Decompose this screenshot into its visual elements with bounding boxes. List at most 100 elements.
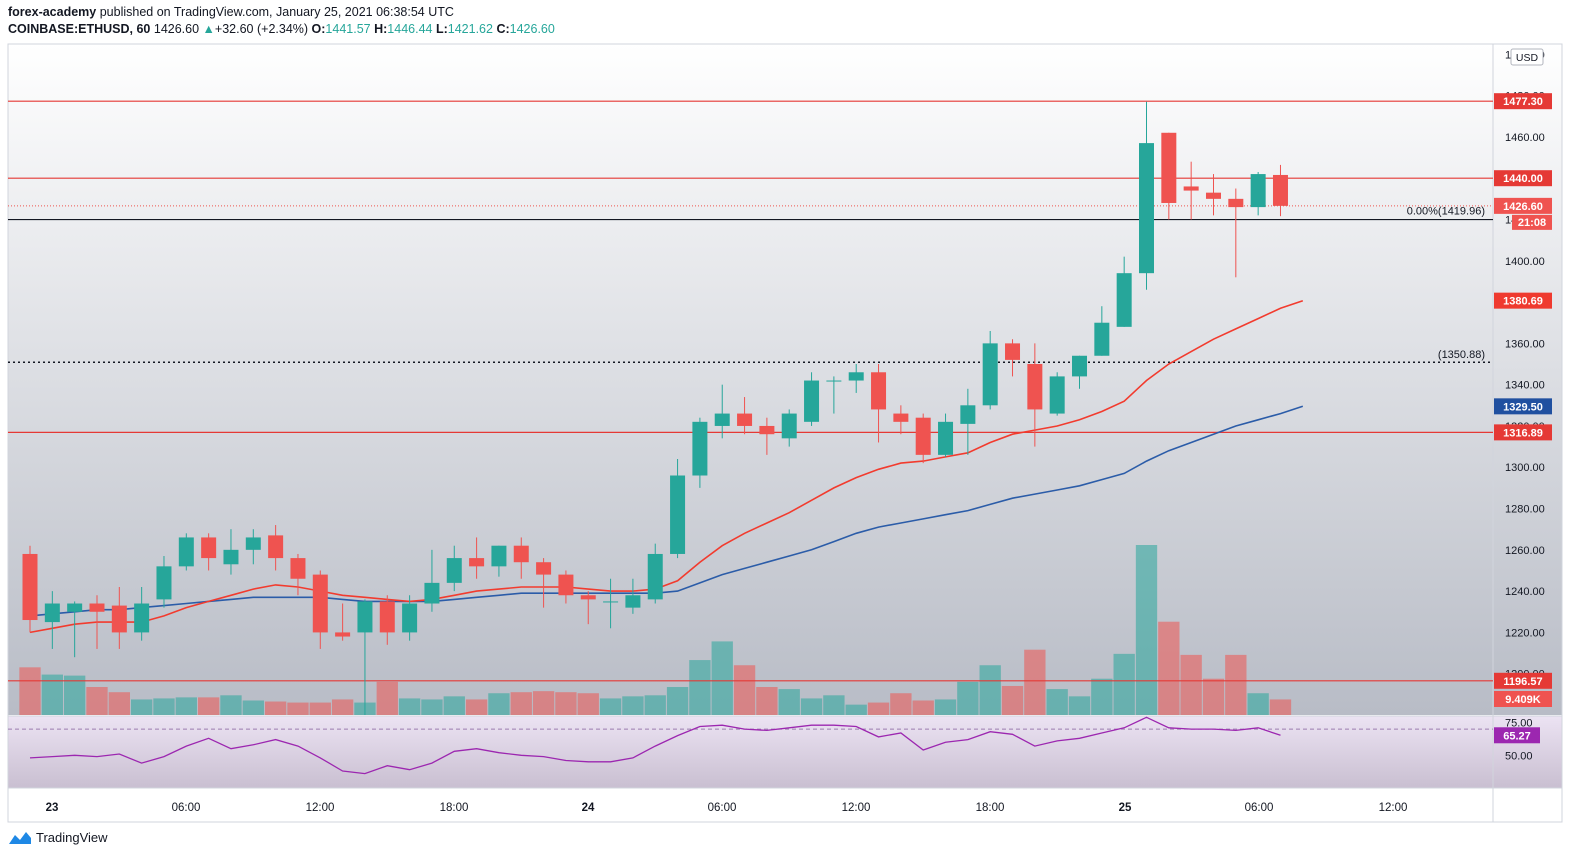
volume-bar bbox=[1068, 696, 1091, 715]
candle-body bbox=[1027, 364, 1043, 410]
volume-bar bbox=[1091, 678, 1113, 715]
level-badge-bg bbox=[1494, 424, 1552, 441]
close-value: 1426.60 bbox=[509, 22, 555, 36]
author-name[interactable]: forex-academy bbox=[8, 5, 97, 19]
candle-body bbox=[804, 380, 820, 422]
candle-body bbox=[1005, 343, 1021, 360]
volume-bar bbox=[577, 693, 599, 715]
volume-bar bbox=[331, 699, 354, 715]
candle-body bbox=[156, 566, 172, 600]
candle-body bbox=[1139, 143, 1154, 274]
candle-body bbox=[759, 425, 775, 435]
candle-body bbox=[134, 603, 150, 633]
volume-bar bbox=[86, 687, 108, 715]
level-badge: 1316.89 bbox=[1503, 427, 1543, 439]
price-tick-label: 1280.00 bbox=[1505, 504, 1545, 516]
candle-body bbox=[536, 562, 552, 575]
currency-badge bbox=[1510, 48, 1544, 66]
level-badge: 1440.00 bbox=[1503, 173, 1543, 185]
candle-body bbox=[379, 601, 395, 633]
ema-slow-badge: 1329.50 bbox=[1503, 401, 1543, 413]
volume-bar bbox=[934, 699, 957, 715]
candle-body bbox=[1272, 174, 1288, 206]
volume-bar bbox=[220, 695, 242, 715]
volume-bar bbox=[867, 702, 890, 715]
time-tick-label: 18:00 bbox=[440, 802, 469, 814]
candle-body bbox=[1183, 186, 1199, 191]
volume-bar bbox=[19, 667, 41, 715]
candle-body bbox=[491, 545, 507, 567]
time-tick-label: 06:00 bbox=[172, 802, 201, 814]
high-label: H: bbox=[374, 22, 388, 36]
time-tick-label: 12:00 bbox=[842, 802, 871, 814]
candle-body bbox=[67, 603, 83, 612]
volume-bar bbox=[197, 697, 220, 715]
volume-bar bbox=[465, 699, 488, 715]
footer-brand[interactable]: TradingView bbox=[8, 829, 108, 847]
volume-bar bbox=[644, 695, 666, 715]
volume-bar bbox=[912, 700, 934, 715]
volume-bar bbox=[711, 641, 733, 715]
low-value: 1421.62 bbox=[447, 22, 493, 36]
candle-body bbox=[1161, 132, 1177, 203]
time-tick-label: 25 bbox=[1119, 802, 1132, 814]
volume-bar bbox=[488, 693, 510, 715]
volume-bar bbox=[979, 665, 1001, 715]
candle-body bbox=[625, 595, 641, 608]
volume-bar bbox=[599, 698, 622, 715]
candle-body bbox=[647, 553, 663, 600]
rsi-badge-bg bbox=[1494, 727, 1540, 744]
time-axis-background bbox=[8, 788, 1562, 822]
candle-body bbox=[982, 343, 998, 406]
ema-slow-badge-bg bbox=[1494, 398, 1552, 415]
time-tick-label: 06:00 bbox=[708, 802, 737, 814]
candle-body bbox=[692, 421, 708, 476]
volume-bar bbox=[845, 704, 867, 715]
candle-body bbox=[737, 413, 753, 426]
countdown-badge: 21:08 bbox=[1518, 217, 1546, 229]
rsi-badge: 65.27 bbox=[1503, 730, 1531, 742]
last-price-text: 1426.60 bbox=[153, 22, 200, 36]
volume-bar bbox=[398, 698, 421, 715]
volume-bar bbox=[622, 696, 644, 715]
candle-body bbox=[1250, 174, 1266, 208]
volume-badge-bg bbox=[1494, 691, 1552, 707]
fib-level-label: 0.00%(1419.96) bbox=[1407, 206, 1485, 218]
brand-text: TradingView bbox=[36, 830, 108, 845]
price-tick-label: 1220.00 bbox=[1505, 627, 1545, 639]
candle-body bbox=[848, 372, 864, 381]
level-badge-bg bbox=[1494, 93, 1552, 110]
volume-bar bbox=[1135, 545, 1158, 715]
volume-bar bbox=[756, 687, 778, 715]
volume-bar bbox=[1202, 678, 1225, 715]
volume-badge: 9.409K bbox=[1505, 694, 1541, 706]
up-arrow-icon: ▲ bbox=[202, 22, 215, 36]
candle-body bbox=[893, 413, 909, 422]
close-label: C: bbox=[496, 22, 510, 36]
candle-body bbox=[1094, 322, 1110, 356]
volume-bar bbox=[175, 697, 197, 715]
candle-body bbox=[245, 537, 261, 550]
chart-border bbox=[7, 43, 1563, 823]
candle-body bbox=[402, 603, 418, 633]
volume-bar bbox=[957, 681, 979, 715]
candle-body bbox=[781, 413, 797, 439]
candle-body bbox=[513, 545, 529, 563]
volume-bar bbox=[778, 689, 800, 715]
open-value: 1441.57 bbox=[325, 22, 371, 36]
volume-bar bbox=[1225, 654, 1247, 715]
volume-bar bbox=[421, 699, 443, 715]
rsi-line bbox=[29, 716, 1281, 775]
ema-slow-line bbox=[29, 405, 1304, 617]
volume-bar bbox=[309, 702, 331, 715]
candle-body bbox=[290, 558, 306, 579]
low-label: L: bbox=[435, 22, 448, 36]
volume-bar bbox=[376, 681, 398, 715]
candle-body bbox=[1205, 192, 1221, 199]
volume-bar bbox=[1158, 621, 1180, 715]
rsi-pane-background bbox=[8, 716, 1562, 788]
volume-bar bbox=[1046, 689, 1068, 715]
candle-body bbox=[826, 380, 842, 382]
level-badge: 1196.57 bbox=[1503, 676, 1542, 688]
